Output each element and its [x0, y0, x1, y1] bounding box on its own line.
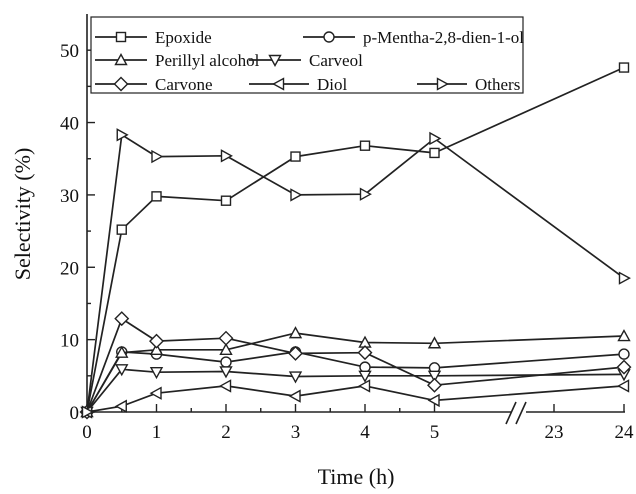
legend-label: Diol — [317, 75, 348, 94]
data-point — [427, 370, 442, 383]
y-tick-label: 40 — [60, 114, 79, 135]
data-point — [219, 379, 232, 393]
legend-box — [90, 16, 524, 94]
series-line — [86, 332, 625, 413]
data-point — [617, 329, 631, 342]
series-line — [86, 133, 625, 413]
data-point — [218, 330, 234, 346]
data-point — [81, 405, 94, 419]
legend-marker — [272, 77, 285, 91]
axis-break-mark — [505, 401, 517, 425]
series-p-mentha-2-8-dien-1-ol — [81, 346, 630, 418]
legend-label: Carveol — [309, 51, 363, 70]
data-point — [618, 271, 631, 285]
y-tick-label: 10 — [60, 331, 79, 352]
legend-entry: Perillyl alcohol — [95, 51, 260, 70]
series-diol — [80, 379, 630, 419]
data-point — [427, 336, 442, 349]
data-point — [220, 195, 232, 206]
data-point — [115, 364, 129, 377]
data-point — [290, 188, 303, 202]
legend-entry: Epoxide — [95, 28, 212, 47]
data-point — [115, 345, 129, 358]
legend-entry: Carveol — [249, 51, 363, 70]
data-point — [116, 224, 127, 235]
data-point — [149, 386, 162, 400]
legend-label: Perillyl alcohol — [155, 51, 260, 70]
data-point — [358, 370, 372, 383]
data-point — [357, 345, 373, 361]
x-tick-label: 24 — [615, 422, 635, 443]
x-tick-label: 3 — [291, 422, 301, 443]
x-tick-label: 0 — [82, 422, 92, 443]
legend-entry: p-Mentha-2,8-dien-1-ol — [303, 28, 524, 47]
x-tick-label: 1 — [152, 422, 162, 443]
legend-entry: Others — [417, 75, 520, 94]
legend-label: Epoxide — [155, 28, 212, 47]
legend-marker — [113, 76, 129, 92]
legend: Epoxide p-Mentha-2,8-dien-1-ol Perillyl al… — [90, 16, 524, 94]
data-point — [427, 393, 440, 408]
legend-marker — [114, 53, 128, 66]
data-point — [151, 191, 162, 202]
y-tick-label: 50 — [60, 41, 79, 62]
data-point — [429, 131, 442, 146]
y-tick-label: 30 — [60, 186, 79, 207]
series-line — [86, 66, 625, 413]
data-point — [149, 342, 164, 355]
series-epoxide — [81, 62, 630, 418]
y-tick-label: 20 — [60, 258, 79, 279]
data-point — [114, 399, 127, 413]
data-point — [151, 149, 164, 164]
x-tick-label: 23 — [545, 422, 564, 443]
data-point — [288, 371, 303, 384]
series-line — [86, 351, 625, 413]
data-point — [288, 389, 301, 403]
series-line — [86, 385, 625, 413]
series-group — [79, 62, 632, 420]
data-point — [427, 377, 442, 393]
legend-label: p-Mentha-2,8-dien-1-ol — [363, 28, 524, 47]
data-point — [617, 379, 630, 393]
axis-break-mark — [515, 401, 527, 425]
data-point — [358, 379, 371, 393]
data-point — [220, 149, 233, 163]
data-point — [149, 333, 164, 349]
legend-label: Others — [475, 75, 520, 94]
data-point — [616, 359, 632, 375]
legend-label: Carvone — [155, 75, 213, 94]
data-point — [114, 311, 130, 327]
data-point — [359, 140, 371, 151]
data-point — [429, 147, 440, 159]
series-line — [86, 317, 625, 413]
x-tick-label: 4 — [360, 422, 370, 443]
y-tick-label: 0 — [70, 403, 80, 424]
legend-marker — [323, 31, 335, 43]
data-point — [290, 151, 301, 162]
x-tick-label: 2 — [221, 422, 231, 443]
data-point — [288, 345, 303, 361]
data-point — [116, 128, 129, 142]
legend-entry: Diol — [249, 75, 348, 94]
x-tick-label: 5 — [430, 422, 440, 443]
legend-marker — [115, 31, 127, 43]
data-point — [149, 367, 164, 380]
data-point — [219, 366, 233, 379]
legend-entry: Carvone — [95, 75, 213, 94]
series-others — [81, 128, 631, 419]
legend-marker — [268, 54, 282, 67]
data-point — [359, 187, 372, 201]
data-point — [618, 62, 630, 73]
data-point — [618, 348, 630, 360]
series-carvone — [79, 311, 632, 420]
series-line — [86, 368, 625, 413]
data-point — [220, 356, 232, 368]
x-axis-title: Time (h) — [318, 464, 395, 489]
data-point — [288, 326, 303, 339]
y-axis-title: Selectivity (%) — [10, 148, 35, 281]
data-point — [219, 342, 233, 355]
legend-marker — [436, 77, 449, 91]
